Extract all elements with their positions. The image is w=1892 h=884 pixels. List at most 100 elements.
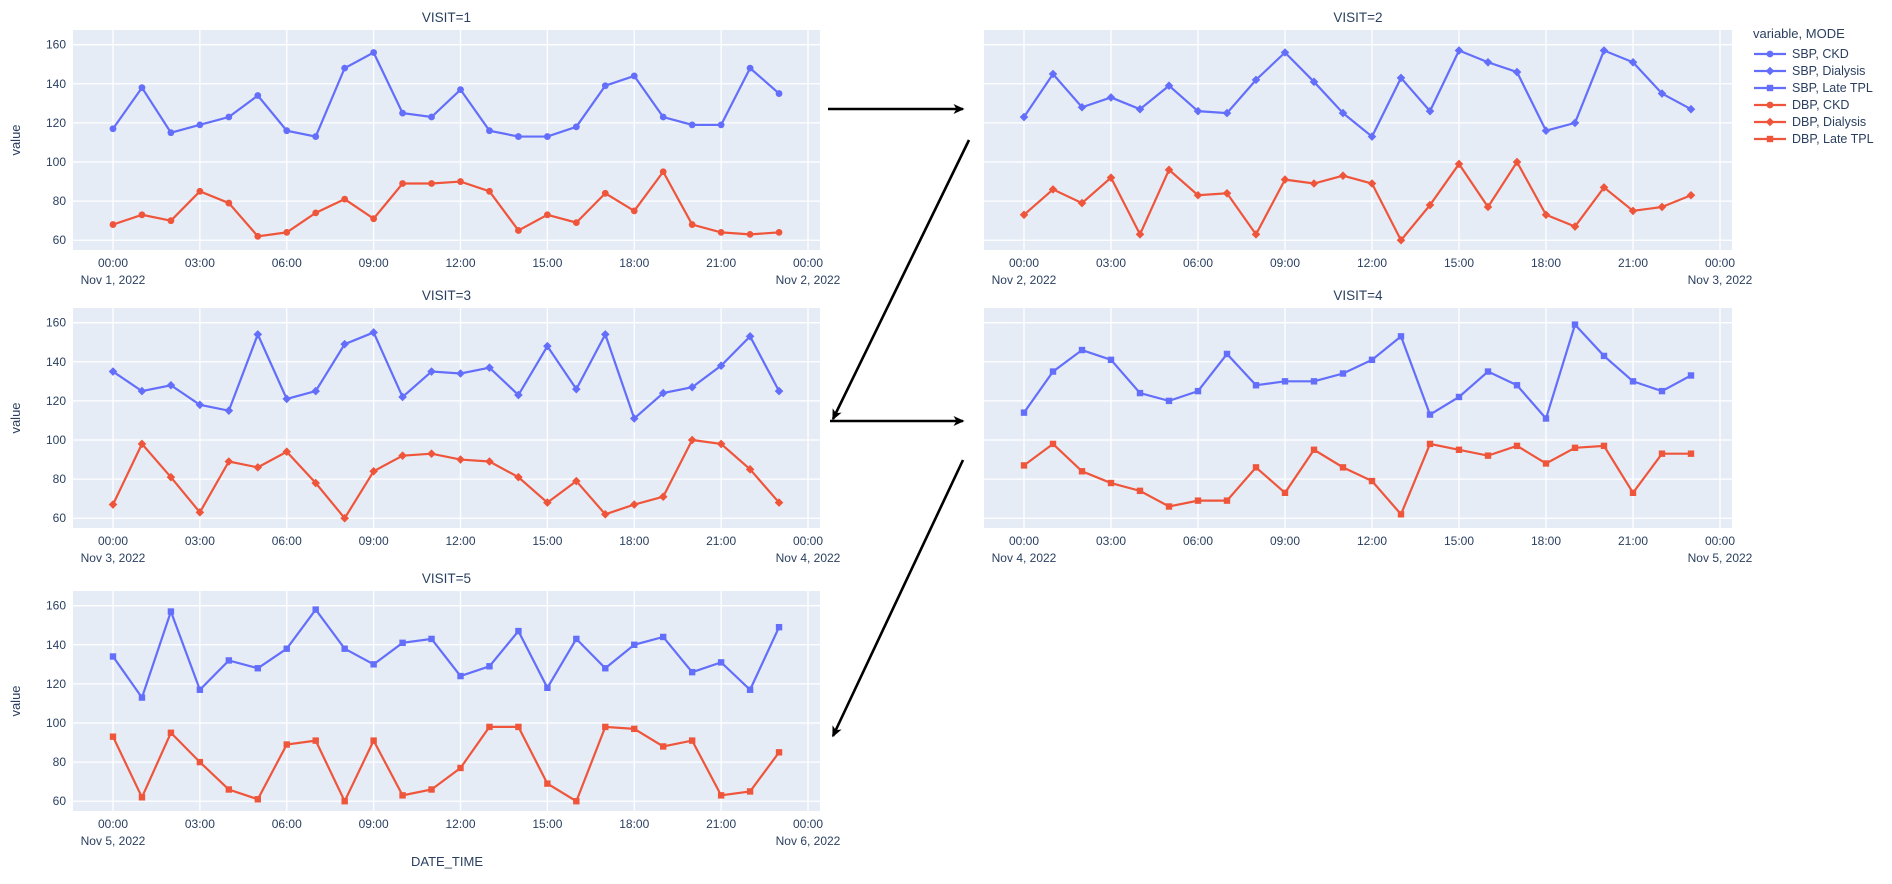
data-point-diamond[interactable] [1628,57,1638,67]
data-point-square[interactable] [1020,409,1028,416]
data-point-square[interactable] [602,665,609,672]
data-point-diamond[interactable] [1164,81,1174,91]
data-point-square[interactable] [167,608,175,615]
data-point-diamond[interactable] [108,367,118,376]
data-point-square[interactable] [312,737,319,744]
data-point-diamond[interactable] [1396,235,1406,245]
data-point-diamond[interactable] [1425,200,1435,210]
data-point-square[interactable] [688,668,696,676]
data-point-diamond[interactable] [600,510,610,519]
data-point-diamond[interactable] [629,500,639,509]
data-point-square[interactable] [138,794,146,801]
data-point-circle[interactable] [341,195,349,203]
trace-sbp-late-tpl[interactable] [109,606,783,701]
data-point-diamond[interactable] [1512,157,1522,167]
data-point-circle[interactable] [283,229,291,236]
data-point-diamond[interactable] [311,386,321,396]
data-point-square[interactable] [283,645,290,652]
data-point-circle[interactable] [543,133,551,140]
data-point-diamond[interactable] [224,457,234,466]
data-point-square[interactable] [1600,352,1608,360]
trace-dbp-ckd[interactable] [109,168,783,240]
data-point-square[interactable] [1223,350,1231,358]
data-point-square[interactable] [717,792,725,799]
data-point-diamond[interactable] [456,455,465,464]
data-point-square[interactable] [1194,497,1202,504]
data-point-diamond[interactable] [687,382,697,392]
data-point-circle[interactable] [717,121,725,129]
data-point-diamond[interactable] [1048,69,1058,79]
data-point-diamond[interactable] [1135,104,1145,114]
trace-sbp-ckd[interactable] [109,49,783,140]
data-point-square[interactable] [631,641,638,648]
data-point-circle[interactable] [254,232,262,240]
data-point-diamond[interactable] [282,447,292,457]
data-point-square[interactable] [1687,450,1695,457]
data-point-circle[interactable] [312,133,320,140]
trace-dbp-dialysis[interactable] [1019,157,1696,245]
data-point-diamond[interactable] [1193,190,1203,200]
data-point-circle[interactable] [457,178,464,185]
data-point-diamond[interactable] [108,500,118,509]
data-point-diamond[interactable] [1077,102,1087,112]
data-point-square[interactable] [1078,346,1086,354]
data-point-circle[interactable] [659,113,667,121]
data-point-square[interactable] [341,645,348,652]
data-point-circle[interactable] [399,180,406,187]
data-point-circle[interactable] [486,187,493,195]
legend-item[interactable]: SBP, CKD [1753,45,1889,62]
data-point-diamond[interactable] [1251,75,1261,85]
data-point-square[interactable] [1484,368,1492,375]
data-point-circle[interactable] [283,127,291,135]
data-point-diamond[interactable] [572,476,581,486]
data-point-square[interactable] [660,633,667,641]
data-point-diamond[interactable] [1657,89,1667,98]
data-point-circle[interactable] [196,187,204,195]
data-point-circle[interactable] [572,219,580,227]
data-point-diamond[interactable] [745,465,755,474]
data-point-square[interactable] [1310,378,1318,385]
data-point-square[interactable] [1165,503,1173,510]
data-point-circle[interactable] [1766,50,1774,57]
data-point-diamond[interactable] [1019,112,1029,122]
trace-dbp-late-tpl[interactable] [1020,440,1695,518]
data-point-circle[interactable] [428,180,435,187]
data-point-circle[interactable] [399,109,406,117]
data-point-square[interactable] [457,764,464,772]
data-point-diamond[interactable] [572,384,581,394]
legend-item[interactable]: SBP, Dialysis [1753,62,1889,79]
data-point-circle[interactable] [109,125,117,133]
data-point-square[interactable] [370,737,377,744]
data-point-square[interactable] [283,741,290,748]
data-point-square[interactable] [775,749,783,756]
data-point-square[interactable] [775,623,783,631]
data-point-square[interactable] [1281,378,1289,385]
data-point-diamond[interactable] [514,472,523,482]
legend-item[interactable]: DBP, CKD [1753,96,1889,113]
data-point-diamond[interactable] [629,414,639,423]
data-point-square[interactable] [1397,511,1405,518]
data-point-circle[interactable] [515,133,522,140]
data-point-diamond[interactable] [1454,46,1464,55]
data-point-diamond[interactable] [1541,126,1551,136]
data-point-circle[interactable] [370,215,378,223]
data-point-square[interactable] [1368,477,1376,485]
plot-area[interactable] [73,30,820,250]
data-point-diamond[interactable] [398,392,407,402]
data-point-square[interactable] [1600,442,1608,450]
data-point-square[interactable] [225,657,233,664]
data-point-diamond[interactable] [166,380,176,390]
plot-area[interactable] [984,30,1732,250]
data-point-diamond[interactable] [1396,73,1406,83]
data-point-diamond[interactable] [1280,48,1290,57]
data-point-square[interactable] [631,725,638,733]
data-point-circle[interactable] [109,221,117,228]
data-point-square[interactable] [1687,372,1695,379]
data-point-circle[interactable] [601,189,609,197]
data-point-circle[interactable] [138,84,146,92]
data-point-square[interactable] [109,653,117,660]
data-point-diamond[interactable] [1280,175,1290,184]
data-point-diamond[interactable] [1367,179,1377,188]
data-point-square[interactable] [746,686,754,693]
data-point-diamond[interactable] [340,513,349,523]
